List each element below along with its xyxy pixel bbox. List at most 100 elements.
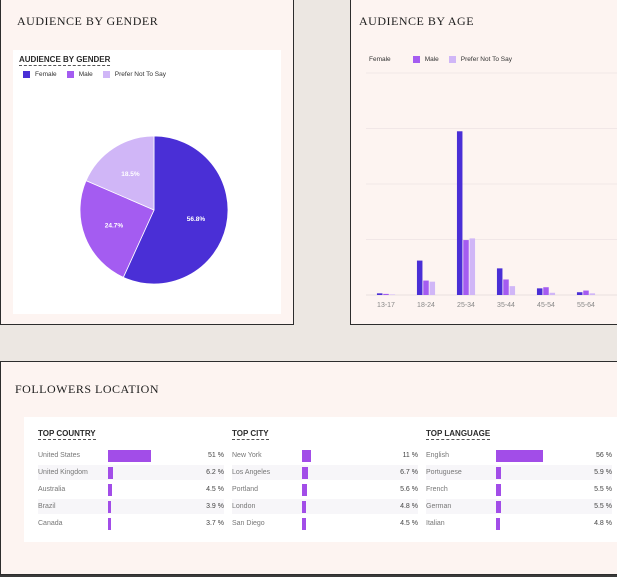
age-bar-45-54-male[interactable] xyxy=(543,287,549,295)
age-tick-label: 18-24 xyxy=(417,302,435,309)
location-percent: 5.5 % xyxy=(594,486,612,493)
pie-slice-male[interactable] xyxy=(79,180,155,278)
row-stripe xyxy=(232,465,418,480)
location-percent: 4.5 % xyxy=(400,520,418,527)
location-bar-track xyxy=(302,449,392,462)
location-bar-track xyxy=(302,500,392,513)
legend-swatch-prefer xyxy=(102,71,110,78)
age-bar-35-44-prefer-not-to-say[interactable] xyxy=(509,286,516,295)
location-bar xyxy=(302,517,306,530)
location-bar xyxy=(108,466,114,479)
location-name: San Diego xyxy=(232,520,265,527)
age-bar-45-54-female[interactable] xyxy=(536,288,543,295)
location-name: Portuguese xyxy=(426,469,462,476)
row-stripe xyxy=(426,465,612,480)
gender-legend: Female Male Prefer Not To Say xyxy=(23,71,176,78)
location-name: German xyxy=(426,503,452,510)
age-bar-35-44-male[interactable] xyxy=(503,279,509,295)
age-bar-chart: 13-17 18-24 25-34 35-44 45-54 55-64 xyxy=(366,72,617,309)
location-bar-track xyxy=(108,500,198,513)
location-percent: 5.5 % xyxy=(594,503,612,510)
gender-card-title: AUDIENCE BY GENDER xyxy=(17,14,159,28)
location-row: English 56 % xyxy=(426,447,612,464)
age-bar-25-34-female[interactable] xyxy=(456,131,463,295)
age-bar-25-34-male[interactable] xyxy=(463,240,469,295)
location-bar xyxy=(302,466,308,479)
location-name: Italian xyxy=(426,520,445,527)
location-bar xyxy=(496,500,501,513)
legend-item-male[interactable]: Male xyxy=(66,71,93,78)
pie-slice-female[interactable] xyxy=(122,135,229,285)
location-row: London 4.8 % xyxy=(232,498,418,515)
location-column-heading: TOP COUNTRY xyxy=(38,429,96,440)
pie-slice-prefer-not-to-say[interactable] xyxy=(85,135,155,211)
location-percent: 5.6 % xyxy=(400,486,418,493)
gender-chart-panel: AUDIENCE BY GENDER Female Male Prefer No… xyxy=(13,50,281,314)
location-percent: 4.8 % xyxy=(594,520,612,527)
location-percent: 3.9 % xyxy=(206,503,224,510)
location-bar xyxy=(302,449,312,462)
age-bar-13-17-prefer-not-to-say[interactable] xyxy=(389,294,396,295)
location-bar-track xyxy=(108,517,198,530)
location-percent: 11 % xyxy=(402,452,418,459)
location-percent: 4.8 % xyxy=(400,503,418,510)
location-name: Portland xyxy=(232,486,259,493)
age-legend-label-male: Male xyxy=(424,56,439,63)
location-bar-track xyxy=(108,449,198,462)
row-stripe xyxy=(232,499,418,514)
location-name: English xyxy=(426,452,449,459)
location-column-0: TOP COUNTRY United States 51 % United Kingd… xyxy=(38,423,224,532)
pie-slice-label: 18.5% xyxy=(121,171,140,178)
age-bar-35-44-female[interactable] xyxy=(496,268,503,295)
location-panel: TOP COUNTRY United States 51 % United Kingd… xyxy=(24,417,617,542)
age-bar-25-34-prefer-not-to-say[interactable] xyxy=(469,238,476,295)
pie-slice-label: 24.7% xyxy=(105,222,124,229)
location-card-title: FOLLOWERS LOCATION xyxy=(15,382,159,396)
age-bar-18-24-prefer-not-to-say[interactable] xyxy=(429,281,436,295)
age-bar-55-64-female[interactable] xyxy=(576,292,583,295)
location-bar xyxy=(496,483,501,496)
location-percent: 3.7 % xyxy=(206,520,224,527)
legend-label-prefer: Prefer Not To Say xyxy=(114,71,166,78)
location-bar xyxy=(108,449,151,462)
location-bar-track xyxy=(302,483,392,496)
age-bar-18-24-female[interactable] xyxy=(416,260,423,295)
legend-item-female[interactable]: Female xyxy=(23,71,57,78)
location-row: San Diego 4.5 % xyxy=(232,515,418,532)
row-stripe xyxy=(426,499,612,514)
age-chart-panel: Female Male Prefer Not To Say 13-17 18-24… xyxy=(351,50,617,320)
location-percent: 6.2 % xyxy=(206,469,224,476)
age-bar-55-64-prefer-not-to-say[interactable] xyxy=(589,293,596,295)
age-tick-label: 13-17 xyxy=(377,302,395,309)
age-bar-18-24-male[interactable] xyxy=(423,280,429,295)
pie-slice-label: 56.8% xyxy=(187,216,206,223)
age-tick-label: 35-44 xyxy=(497,302,515,309)
age-legend-label-prefer: Prefer Not To Say xyxy=(460,56,512,63)
location-row: Los Angeles 6.7 % xyxy=(232,464,418,481)
legend-label-female: Female xyxy=(35,71,57,78)
age-legend-item-male[interactable]: Male xyxy=(412,56,439,63)
age-legend-item-prefer[interactable]: Prefer Not To Say xyxy=(448,56,512,63)
age-bar-13-17-female[interactable] xyxy=(376,293,383,295)
location-bar-track xyxy=(302,466,392,479)
followers-location-card: FOLLOWERS LOCATION TOP COUNTRY United Sta… xyxy=(0,361,617,575)
age-card-title: AUDIENCE BY AGE xyxy=(359,14,475,28)
row-stripe xyxy=(38,499,224,514)
location-row: French 5.5 % xyxy=(426,481,612,498)
location-row: Canada 3.7 % xyxy=(38,515,224,532)
legend-item-prefer[interactable]: Prefer Not To Say xyxy=(102,71,166,78)
gender-pie-chart: 56.8% 24.7% 18.5% xyxy=(79,135,229,285)
location-percent: 56 % xyxy=(596,452,612,459)
location-percent: 51 % xyxy=(208,452,224,459)
age-bar-45-54-prefer-not-to-say[interactable] xyxy=(549,292,556,295)
audience-by-age-card: AUDIENCE BY AGE Female Male Prefer Not T… xyxy=(350,0,617,325)
age-legend-item-female[interactable]: Female xyxy=(369,56,403,63)
location-bar-track xyxy=(496,449,586,462)
age-bar-13-17-male[interactable] xyxy=(383,293,389,295)
location-column-heading: TOP LANGUAGE xyxy=(426,429,491,440)
age-bar-55-64-male[interactable] xyxy=(583,290,589,295)
location-bar xyxy=(108,517,112,530)
location-row: United States 51 % xyxy=(38,447,224,464)
location-bar-track xyxy=(496,466,586,479)
location-name: Canada xyxy=(38,520,63,527)
